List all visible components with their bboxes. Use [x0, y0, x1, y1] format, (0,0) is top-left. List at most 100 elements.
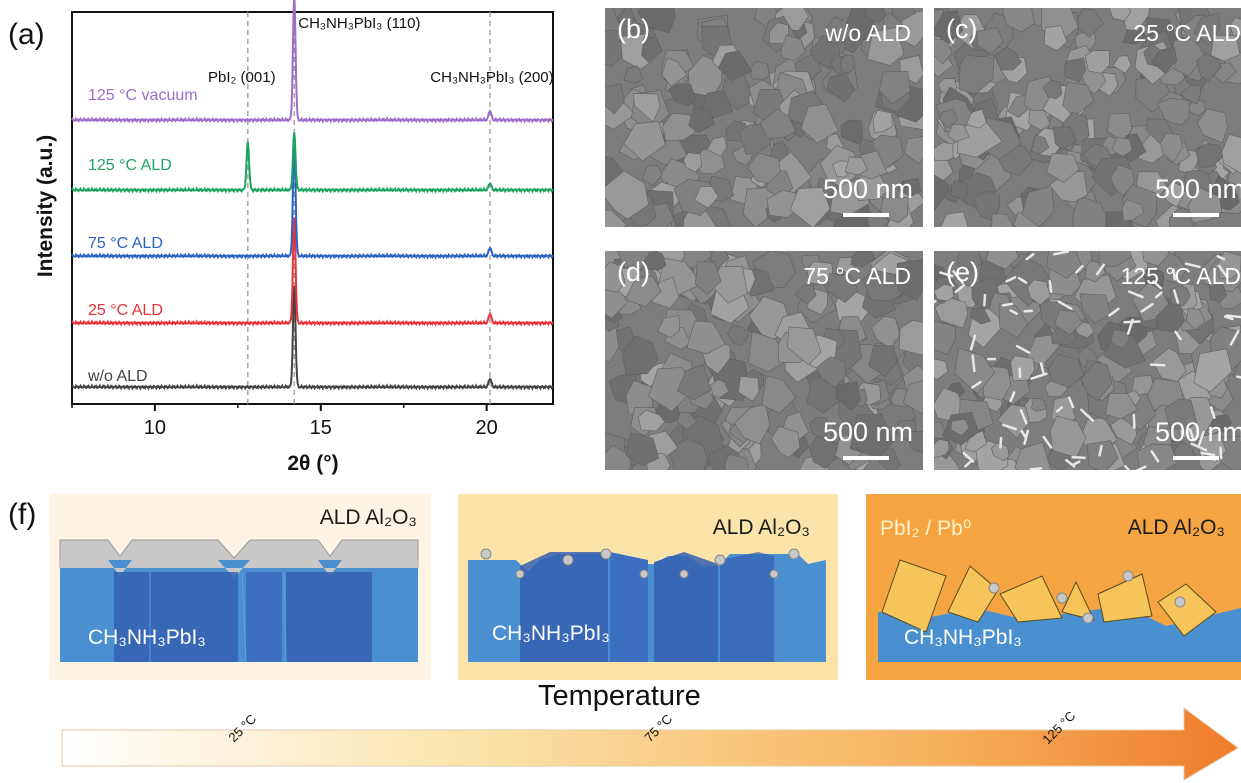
sem-grain: [950, 179, 969, 200]
sem-grain: [694, 185, 719, 209]
sem-grain: [985, 251, 1019, 270]
sem-grain: [616, 251, 653, 271]
sem-grain: [1142, 251, 1170, 267]
plot-frame: [71, 11, 554, 405]
sem-flake: [1019, 409, 1028, 425]
sem-grain: [668, 83, 697, 107]
sem-grain: [623, 65, 644, 84]
sem-grain: [1156, 97, 1190, 126]
sem-grain: [683, 152, 702, 173]
sem-flake: [1225, 314, 1241, 319]
scale-bar: [1173, 213, 1219, 217]
sem-flake: [1123, 320, 1141, 324]
sem-grain: [865, 8, 887, 24]
sem-grain: [965, 108, 987, 129]
sem-grain: [958, 55, 995, 95]
sem-grain: [1084, 50, 1110, 74]
x-tick-label: 20: [476, 417, 498, 439]
sem-grain: [721, 73, 756, 110]
sem-grain: [1021, 185, 1055, 227]
sem-grain: [1028, 109, 1051, 131]
sem-grain: [661, 57, 688, 87]
sem-grain: [1031, 398, 1048, 412]
sem-flake: [1071, 455, 1086, 460]
sem-grain: [976, 27, 1004, 55]
sem-grain: [909, 430, 923, 454]
sem-grain: [902, 380, 923, 414]
sem-grain: [816, 356, 847, 388]
sem-grain: [643, 251, 667, 271]
sem-grain: [794, 284, 817, 306]
sem-grain: [789, 187, 831, 227]
sem-grain: [934, 297, 969, 329]
sem-flake: [1030, 372, 1048, 380]
sem-grain: [686, 320, 726, 355]
sem-texture: [934, 8, 1241, 227]
sem-grain: [1111, 136, 1133, 157]
sem-grain: [1193, 12, 1221, 46]
sem-grain: [868, 345, 898, 377]
sem-grain: [1105, 393, 1138, 420]
sem-flake: [1005, 276, 1017, 283]
al2o3-label: ALD Al₂O₃: [1127, 516, 1225, 539]
sem-grain: [956, 251, 983, 270]
sem-grain: [605, 170, 649, 220]
series-label: w/o ALD: [87, 368, 148, 385]
sem-flake: [1172, 289, 1180, 304]
sem-flake: [1057, 300, 1073, 310]
sem-grain: [809, 416, 831, 438]
sem-flake: [983, 293, 987, 307]
sem-grain: [934, 10, 964, 45]
sem-panel-d: (d) 75 °C ALD 500 nm: [605, 251, 923, 470]
schematic-125c: PbI₂ / Pb⁰ ALD Al₂O₃ CH₃NH₃PbI₃: [866, 494, 1241, 680]
sem-flake: [939, 271, 954, 278]
sem-flake: [1002, 423, 1017, 431]
sem-flake: [1067, 396, 1075, 409]
sem-grain: [1030, 134, 1050, 155]
sem-grain: [993, 47, 1022, 71]
scale-bar: [843, 213, 889, 217]
panel-a-label: (a): [8, 18, 45, 51]
sem-grain: [998, 303, 1029, 339]
sem-grain: [934, 358, 949, 380]
sem-grain: [991, 442, 1010, 462]
sem-grain: [825, 16, 854, 45]
sem-grain: [605, 83, 625, 115]
sem-grain: [1046, 251, 1082, 279]
series-label: 125 °C ALD: [88, 157, 172, 174]
sem-grain: [770, 425, 801, 459]
sem-grain: [969, 307, 992, 325]
scale-label: 500 nm: [1154, 417, 1241, 447]
sem-panel-b: (b) w/o ALD 500 nm: [605, 8, 923, 227]
sem-flake: [1075, 265, 1084, 274]
series-label: 75 °C ALD: [88, 235, 163, 252]
sem-grain: [632, 93, 661, 123]
sem-grain: [605, 326, 619, 364]
sem-grain: [642, 165, 663, 187]
x-tick-label: 15: [310, 417, 332, 439]
schematic-25c: ALD Al₂O₃ CH₃NH₃PbI₃: [50, 494, 431, 680]
sem-flake: [1200, 451, 1216, 457]
sem-grain: [1052, 126, 1077, 151]
sem-grain: [940, 211, 969, 227]
temperature-title: Temperature: [538, 680, 701, 712]
sem-label: (d): [617, 257, 650, 287]
scale-label: 500 nm: [1154, 174, 1241, 204]
sem-grain: [850, 251, 875, 268]
sem-flake: [971, 354, 976, 373]
sem-grain: [800, 103, 839, 144]
sem-grain: [849, 413, 895, 458]
sem-flake: [969, 334, 977, 351]
sem-flake: [1236, 375, 1241, 379]
sem-flake: [1150, 450, 1160, 463]
sem-grain: [1098, 251, 1133, 267]
sem-flake: [1135, 465, 1147, 470]
sem-grain: [1072, 195, 1112, 227]
sem-label: (c): [946, 14, 978, 44]
sem-flake: [1108, 307, 1120, 317]
sem-flake: [1209, 406, 1216, 419]
sem-grain: [938, 108, 958, 129]
sem-flake: [1174, 330, 1182, 341]
sem-flake: [1071, 460, 1081, 466]
schematic-75c: ALD Al₂O₃ CH₃NH₃PbI₃: [458, 494, 838, 680]
